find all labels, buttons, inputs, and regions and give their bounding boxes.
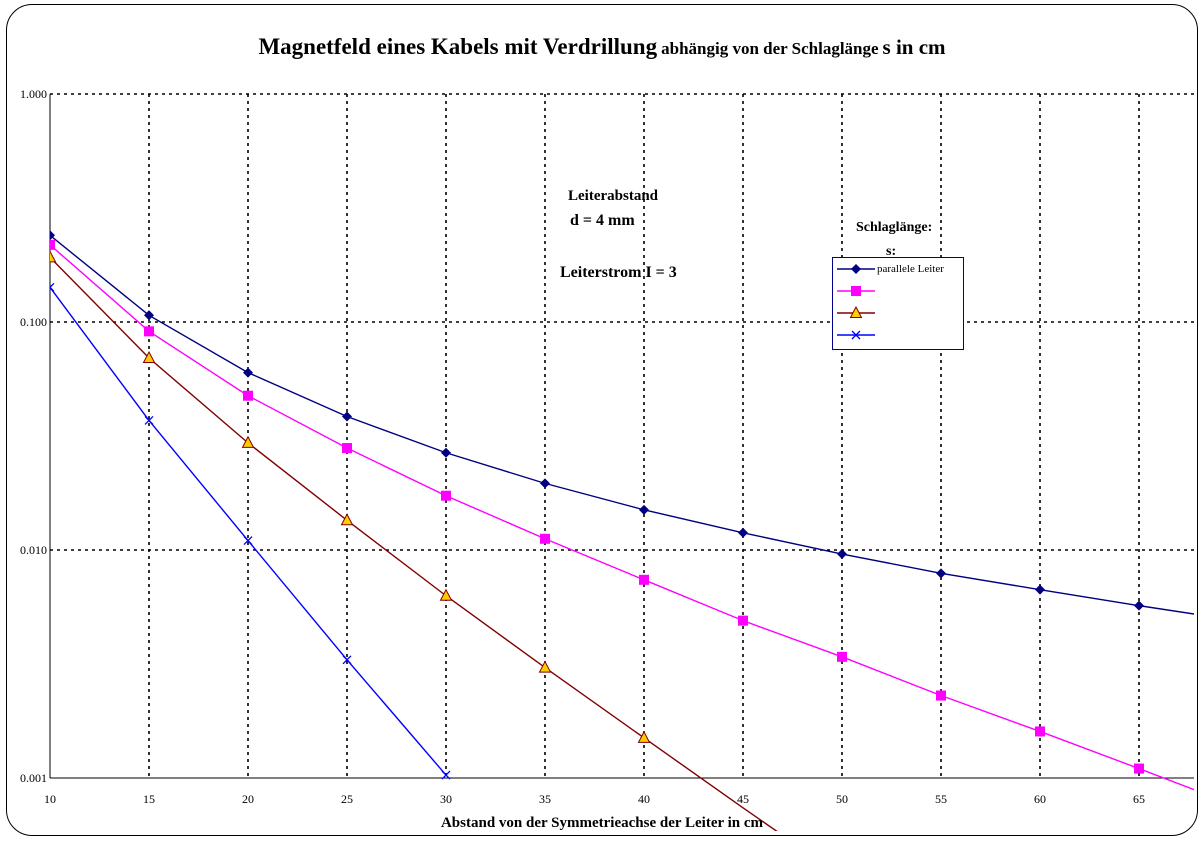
data-point-triangle [241, 435, 255, 448]
legend-entry: parallele Leiter [835, 262, 963, 276]
data-point-diamond [243, 367, 253, 378]
x-tick-label: 55 [935, 792, 947, 806]
data-point-x [441, 770, 451, 780]
series-2 [50, 239, 1194, 791]
data-point-triangle [340, 513, 354, 526]
data-point-square [441, 490, 451, 501]
data-point-square [1134, 763, 1144, 774]
data-point-square [1035, 726, 1045, 737]
series-line [50, 234, 1194, 615]
annotation-leiterabstand: Leiterabstand [568, 188, 658, 204]
series-layer [50, 230, 1194, 831]
annotation-d-value: d = 4 mm [570, 212, 635, 229]
data-point-square [837, 651, 847, 662]
y-tick-label: 1.000 [20, 87, 47, 101]
data-point-diamond [144, 310, 154, 321]
data-point-diamond [50, 230, 55, 241]
x-tick-label: 35 [539, 792, 551, 806]
legend-swatch [837, 286, 875, 296]
x-tick-label: 40 [638, 792, 650, 806]
data-point-diamond [441, 447, 451, 458]
legend-entry [835, 306, 963, 320]
data-point-square [936, 690, 946, 701]
series-line [50, 244, 1194, 791]
axes-layer [49, 94, 1194, 779]
series-1 [50, 230, 1194, 615]
x-tick-label: 50 [836, 792, 848, 806]
data-point-diamond [1134, 600, 1144, 611]
y-tick-label: 0.001 [20, 771, 47, 785]
series-4 [50, 282, 451, 780]
tick-labels-layer: 10 15 20 25 30 35 40 45 50 55 60 65 1.000 0.100 0.010 0… [20, 87, 1145, 806]
data-point-diamond [851, 264, 861, 274]
x-tick-label: 30 [440, 792, 452, 806]
legend-swatch [837, 264, 875, 274]
annotation-s-colon: s: [886, 244, 897, 259]
data-point-diamond [639, 504, 649, 515]
data-point-diamond [540, 478, 550, 489]
grid-layer [50, 93, 1194, 778]
data-point-triangle [50, 250, 57, 263]
data-point-square [342, 443, 352, 454]
data-point-square [144, 326, 154, 337]
data-point-triangle [538, 660, 552, 673]
data-point-diamond [1035, 584, 1045, 595]
y-tick-label: 0.100 [20, 315, 47, 329]
data-point-diamond [342, 411, 352, 422]
plot-area [50, 230, 1194, 831]
chart-title-main: Magnetfeld eines Kabels mit Verdrillung [258, 34, 658, 59]
data-point-x [342, 655, 352, 665]
data-point-triangle [637, 730, 651, 743]
x-tick-label: 25 [341, 792, 353, 806]
legend-label: parallele Leiter [877, 263, 944, 275]
chart-title-sub: abhängig von der Schlaglänge [661, 39, 879, 58]
x-axis-label: Abstand von der Symmetrieachse der Leite… [440, 815, 764, 831]
x-tick-label: 20 [242, 792, 254, 806]
legend-swatch [837, 306, 875, 318]
data-point-x [50, 282, 55, 292]
data-point-square [50, 239, 55, 250]
data-point-diamond [837, 549, 847, 560]
data-point-diamond [738, 527, 748, 538]
chart-frame [6, 4, 1198, 836]
data-point-triangle [142, 350, 156, 364]
x-tick-label: 15 [143, 792, 155, 806]
data-point-triangle [439, 588, 453, 601]
annotation-schlaglaenge: Schlaglänge: [856, 220, 933, 235]
data-point-square [243, 390, 253, 401]
data-point-triangle [849, 306, 863, 318]
data-point-square [639, 574, 649, 585]
legend-entry [835, 284, 963, 298]
series-3 [50, 250, 778, 831]
data-point-x [851, 330, 861, 340]
data-point-square [738, 615, 748, 626]
legend-entry [835, 328, 963, 342]
annotation-leiterstrom: Leiterstrom I = 3 [560, 264, 677, 281]
legend-swatch [837, 330, 875, 340]
chart-title-s-label: s in cm [882, 35, 946, 59]
chart-title: Magnetfeld eines Kabels mit Verdrillung … [0, 34, 1204, 60]
x-tick-label: 10 [44, 792, 56, 806]
data-point-square [540, 533, 550, 544]
x-tick-label: 45 [737, 792, 749, 806]
legend: parallele Leiter [832, 257, 964, 350]
x-tick-label: 65 [1133, 792, 1145, 806]
data-point-square [851, 286, 861, 296]
data-point-diamond [936, 568, 946, 579]
data-point-x [243, 536, 253, 546]
x-tick-label: 60 [1034, 792, 1046, 806]
y-tick-label: 0.010 [20, 543, 47, 557]
data-point-x [144, 415, 154, 425]
